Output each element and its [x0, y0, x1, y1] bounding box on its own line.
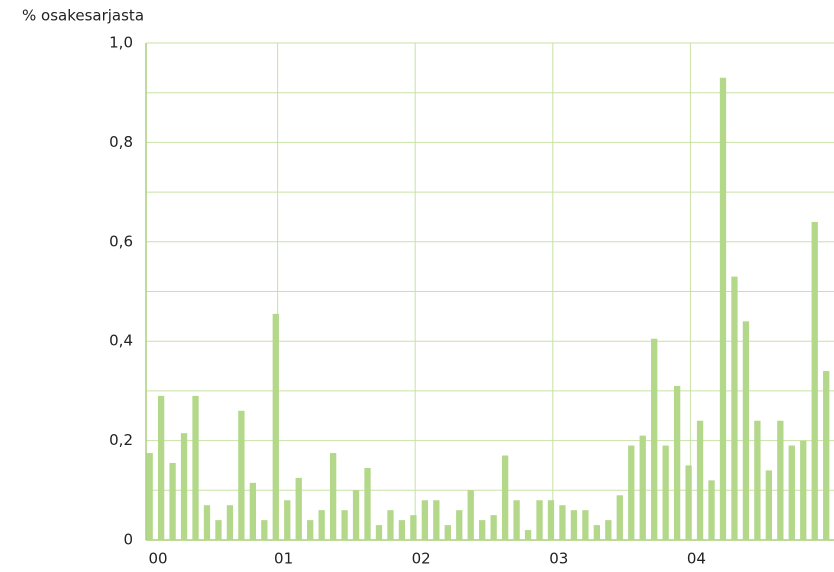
bar [823, 371, 830, 540]
bar [352, 490, 360, 540]
bar [238, 410, 245, 540]
bar [364, 467, 371, 540]
bar [547, 500, 555, 540]
bar [341, 510, 348, 540]
bar [719, 77, 727, 540]
bar [501, 455, 509, 540]
bar [754, 420, 761, 540]
bar [673, 385, 681, 540]
bar [398, 520, 406, 540]
bar [765, 470, 773, 540]
bar [410, 515, 417, 540]
bar [777, 420, 784, 540]
bar [559, 505, 566, 540]
bar [479, 520, 486, 540]
bar [467, 490, 474, 540]
y-tick-label: 1,0 [109, 34, 133, 52]
y-tick-label: 0,2 [109, 431, 133, 449]
bar [524, 530, 532, 540]
bar [696, 420, 704, 540]
x-tick-label: 04 [687, 550, 706, 568]
bar [272, 313, 279, 540]
bar [180, 433, 188, 540]
bar [536, 500, 543, 540]
bar [605, 520, 612, 540]
bar [307, 520, 314, 540]
bar [628, 445, 635, 540]
x-tick-label: 02 [412, 550, 431, 568]
bar [662, 445, 669, 540]
y-tick-label: 0,6 [109, 232, 133, 250]
bar [788, 445, 795, 540]
y-tick-label: 0 [123, 531, 133, 549]
bar [582, 510, 589, 540]
bar [203, 505, 211, 540]
bar [513, 500, 520, 540]
bar [295, 477, 302, 540]
x-tick-label: 00 [148, 550, 167, 568]
bar [375, 525, 383, 540]
bar [811, 221, 818, 541]
bar [284, 500, 291, 540]
bar [570, 510, 578, 540]
bar [192, 395, 199, 540]
bar [593, 525, 601, 540]
bar [639, 435, 646, 540]
bar [731, 276, 738, 540]
bar [742, 321, 750, 540]
bar [433, 500, 440, 540]
bar [329, 453, 337, 540]
bar [490, 515, 497, 540]
y-tick-label: 0,4 [109, 332, 133, 350]
x-tick-label: 01 [274, 550, 293, 568]
bar [261, 520, 268, 540]
x-tick-label: 03 [549, 550, 568, 568]
bar [800, 440, 807, 540]
y-tick-label: 0,8 [109, 133, 133, 151]
bar [215, 520, 222, 540]
bar [651, 338, 658, 540]
bar [708, 480, 715, 540]
bar [318, 510, 325, 540]
bar [249, 482, 257, 540]
bar [456, 510, 463, 540]
bar [226, 505, 234, 540]
bar [157, 395, 165, 540]
bar [146, 453, 153, 540]
bar [444, 525, 451, 540]
bar [169, 462, 176, 540]
y-axis-label: % osakesarjasta [22, 7, 144, 25]
bar [387, 510, 394, 540]
bar [616, 495, 623, 540]
bar [685, 465, 692, 540]
bar [421, 500, 429, 540]
